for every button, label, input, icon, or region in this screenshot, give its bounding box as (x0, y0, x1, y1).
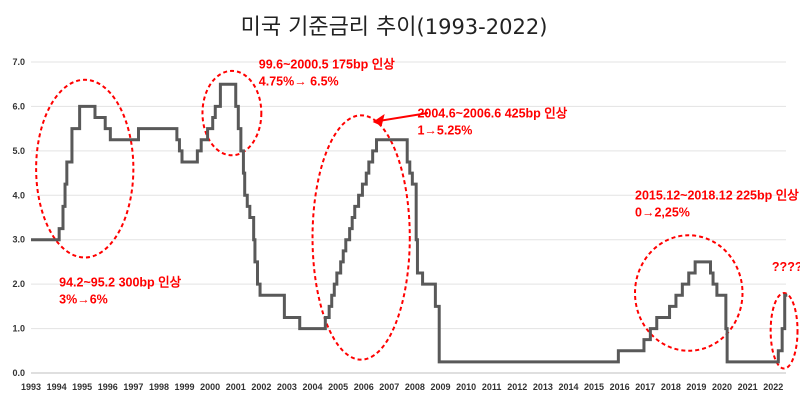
x-tick-label: 1996 (98, 382, 118, 392)
x-axis-ticks: 1993 1994 1995 1996 1997 1998 1999 2000 2001 2002… (21, 382, 783, 392)
arrow-head (372, 113, 385, 126)
annotation-line: ?????? (772, 260, 800, 274)
y-tick-label: 3.0 (12, 235, 25, 245)
annotation-label: 2015.12~2018.12 225bp 인상 0→2,25% (635, 188, 799, 220)
x-tick-label: 1997 (123, 382, 143, 392)
x-tick-label: 2015 (584, 382, 604, 392)
chart-title: 미국 기준금리 추이(1993-2022) (241, 15, 548, 40)
x-tick-label: 2005 (328, 382, 348, 392)
highlight-ellipse (634, 234, 744, 352)
x-tick-label: 2021 (738, 382, 758, 392)
annotation-label: 99.6~2000.5 175bp 인상 4.75%→ 6.5% (259, 57, 395, 89)
y-tick-label: 5.0 (12, 146, 25, 156)
annotation-label: ?????? (772, 260, 800, 274)
x-tick-label: 2007 (379, 382, 399, 392)
annotation-line: 2015.12~2018.12 225bp 인상 (635, 188, 799, 203)
x-tick-label: 2004 (303, 382, 323, 392)
series-group (31, 82, 788, 364)
x-tick-label: 2008 (405, 382, 425, 392)
annotation-arrow (372, 112, 429, 126)
y-tick-label: 6.0 (12, 101, 25, 111)
annotations: 94.2~95.2 300bp 인상 3%→6% 99.6~2000.5 175bp… (59, 57, 800, 307)
annotation-label: 94.2~95.2 300bp 인상 3%→6% (59, 274, 182, 306)
x-tick-label: 1999 (175, 382, 195, 392)
x-tick-label: 2006 (354, 382, 374, 392)
annotation-line: 0→2,25% (635, 206, 690, 220)
x-tick-label: 1995 (72, 382, 92, 392)
x-tick-label: 2017 (635, 382, 655, 392)
x-tick-label: 2003 (277, 382, 297, 392)
annotation-line: 1→5.25% (417, 124, 472, 138)
y-axis-ticks: 0.0 1.0 2.0 3.0 4.0 5.0 6.0 7.0 (12, 57, 25, 378)
y-tick-label: 0.0 (12, 368, 25, 378)
x-tick-label: 2000 (200, 382, 220, 392)
annotation-line: 94.2~95.2 300bp 인상 (59, 274, 182, 289)
highlight-ellipse (35, 78, 135, 259)
x-tick-label: 1993 (21, 382, 41, 392)
y-tick-label: 7.0 (12, 57, 25, 67)
x-tick-label: 1994 (47, 382, 67, 392)
x-tick-label: 2010 (456, 382, 476, 392)
highlight-ellipse (311, 114, 411, 361)
x-tick-label: 2022 (763, 382, 783, 392)
series-line (31, 82, 788, 364)
x-tick-label: 2018 (661, 382, 681, 392)
y-tick-label: 2.0 (12, 279, 25, 289)
x-tick-label: 2020 (712, 382, 732, 392)
highlight-circles (35, 69, 799, 370)
x-tick-label: 2014 (558, 382, 578, 392)
x-tick-label: 2002 (251, 382, 271, 392)
x-tick-label: 2012 (507, 382, 527, 392)
x-tick-label: 2011 (482, 382, 502, 392)
annotation-line: 4.75%→ 6.5% (259, 75, 339, 89)
highlight-ellipse (769, 292, 799, 370)
annotation-line: 2004.6~2006.6 425bp 인상 (417, 106, 567, 121)
x-tick-label: 1998 (149, 382, 169, 392)
y-tick-label: 1.0 (12, 324, 25, 334)
highlight-ellipse (201, 69, 263, 157)
x-tick-label: 2016 (610, 382, 630, 392)
arrow-shaft (378, 112, 429, 122)
annotation-label: 2004.6~2006.6 425bp 인상 1→5.25% (417, 106, 567, 138)
x-tick-label: 2013 (533, 382, 553, 392)
annotation-line: 3%→6% (59, 292, 108, 306)
x-tick-label: 2009 (430, 382, 450, 392)
annotation-line: 99.6~2000.5 175bp 인상 (259, 57, 395, 72)
x-tick-label: 2019 (686, 382, 706, 392)
y-tick-label: 4.0 (12, 190, 25, 200)
x-tick-label: 2001 (226, 382, 246, 392)
